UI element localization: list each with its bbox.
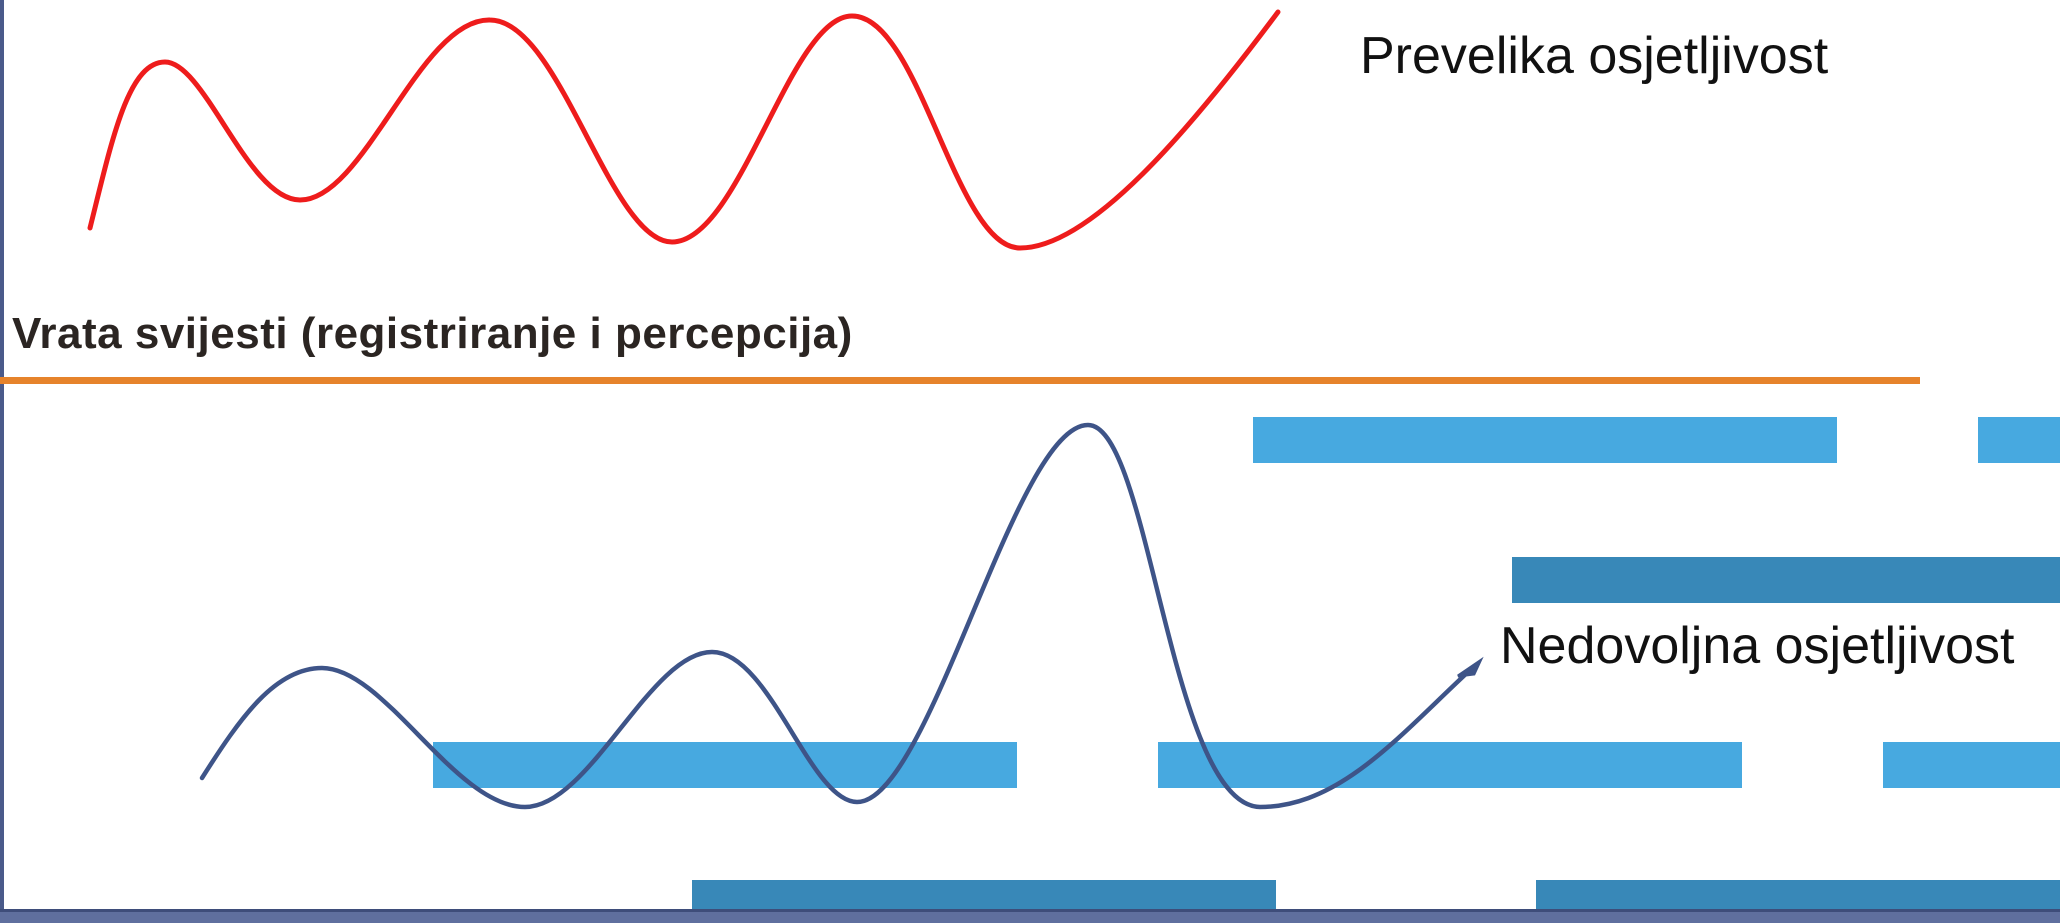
left-frame-border [0, 0, 4, 923]
low-curve-arrow-tip [1457, 656, 1484, 678]
low-sensitivity-label: Nedovoljna osjetljivost [1500, 617, 2015, 675]
low-sensitivity-curve [199, 422, 1471, 810]
stripe-bar [1512, 557, 2060, 603]
stripe-bar [1978, 417, 2060, 463]
threshold-label: Vrata svijesti (registriranje i percepci… [12, 309, 853, 358]
stripe-bar [1158, 742, 1742, 788]
stripe-bar [433, 742, 1017, 788]
stripe-bar [1883, 742, 2060, 788]
high-sensitivity-curve [87, 9, 1281, 251]
threshold-line [0, 377, 1920, 384]
stripe-bar [1253, 417, 1837, 463]
stripe-bar [692, 880, 1276, 912]
high-sensitivity-label: Prevelika osjetljivost [1360, 27, 1829, 85]
stripe-bar [1536, 880, 2060, 912]
bottom-frame-band [0, 909, 2060, 923]
